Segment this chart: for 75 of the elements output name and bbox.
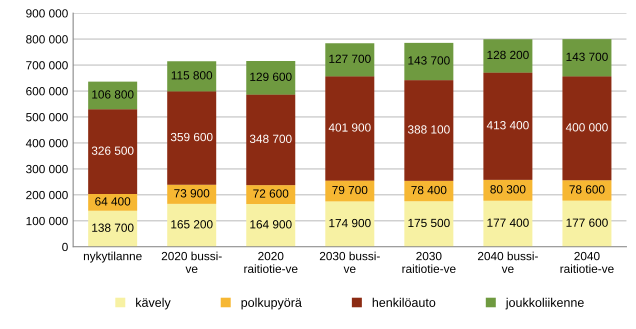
bar — [562, 76, 612, 180]
data-label: 143 700 — [408, 56, 450, 65]
data-label: 128 200 — [487, 50, 529, 60]
bar — [246, 94, 296, 186]
data-label: 78 600 — [569, 185, 605, 194]
data-label: 72 600 — [253, 189, 288, 198]
bar — [325, 76, 374, 181]
bar — [167, 91, 216, 185]
bar — [246, 60, 296, 95]
bar — [483, 39, 532, 73]
data-label: 177 600 — [566, 218, 608, 227]
legend-label: joukkoliikenne — [505, 298, 584, 310]
bar — [404, 201, 454, 247]
data-label: 129 600 — [250, 72, 292, 81]
data-label: 400 000 — [566, 123, 608, 132]
x-tick-label: nykytilanne — [84, 252, 142, 263]
data-label: 359 600 — [170, 132, 213, 142]
bar — [483, 200, 532, 247]
data-label: 127 700 — [329, 54, 371, 63]
data-label: 106 800 — [92, 90, 134, 99]
y-tick-label: 700 000 — [26, 61, 68, 70]
x-tick-label: 2030 bussi- ve — [320, 252, 380, 273]
bar — [325, 201, 374, 247]
data-label: 348 700 — [250, 134, 292, 144]
bar — [167, 61, 216, 92]
y-tick-label: 600 000 — [26, 87, 68, 96]
data-label: 64 400 — [95, 197, 130, 206]
data-label: 388 100 — [408, 125, 450, 134]
bar — [404, 80, 454, 181]
bar — [246, 204, 296, 247]
legend-label: henkilöauto — [372, 298, 436, 307]
data-label: 80 300 — [490, 185, 526, 194]
y-tick-label: 500 000 — [26, 113, 68, 122]
bar — [404, 180, 454, 202]
bar — [325, 180, 374, 202]
bar — [167, 204, 216, 247]
data-label: 115 800 — [172, 71, 212, 80]
data-label: 165 200 — [171, 220, 213, 228]
bar — [562, 39, 612, 76]
x-tick-label: 2040 bussi- ve — [478, 252, 538, 273]
y-tick-label: 400 000 — [26, 138, 68, 148]
legend-label: polkupyörä — [242, 298, 302, 310]
bar — [246, 185, 296, 204]
x-tick-label: 2030 raitiotie-ve — [402, 252, 456, 273]
bar — [404, 42, 454, 80]
y-tick-label: 0 — [62, 242, 68, 252]
bar — [167, 184, 216, 204]
data-label: 401 900 — [328, 123, 371, 132]
x-tick-label: 2040 raitiotie-ve — [560, 252, 614, 273]
bar — [88, 210, 138, 247]
data-label: 78 400 — [411, 186, 446, 194]
data-label: 79 700 — [332, 186, 368, 194]
y-tick-label: 800 000 — [26, 35, 68, 44]
data-label: 73 900 — [174, 189, 210, 198]
data-label: 177 400 — [487, 218, 529, 227]
data-label: 164 900 — [250, 220, 292, 229]
bar — [483, 72, 532, 180]
bar — [88, 109, 138, 194]
data-label: 413 400 — [486, 121, 529, 130]
y-tick-label: 100 000 — [26, 216, 68, 226]
data-label: 143 700 — [566, 52, 608, 61]
bar — [562, 200, 612, 247]
bar — [88, 82, 138, 110]
y-tick-label: 200 000 — [26, 190, 68, 200]
y-tick-label: 900 000 — [26, 9, 68, 18]
legend-label: kävely — [136, 298, 171, 310]
bar — [88, 194, 138, 211]
data-label: 138 700 — [92, 224, 134, 232]
y-tick-label: 300 000 — [26, 164, 68, 174]
x-tick-label: 2020 bussi- ve — [162, 252, 222, 273]
x-tick-label: 2020 raitiotie-ve — [244, 252, 298, 273]
bar — [325, 43, 374, 76]
data-label: 326 500 — [92, 146, 134, 155]
data-label: 175 500 — [408, 218, 450, 228]
data-label: 174 900 — [329, 218, 371, 228]
